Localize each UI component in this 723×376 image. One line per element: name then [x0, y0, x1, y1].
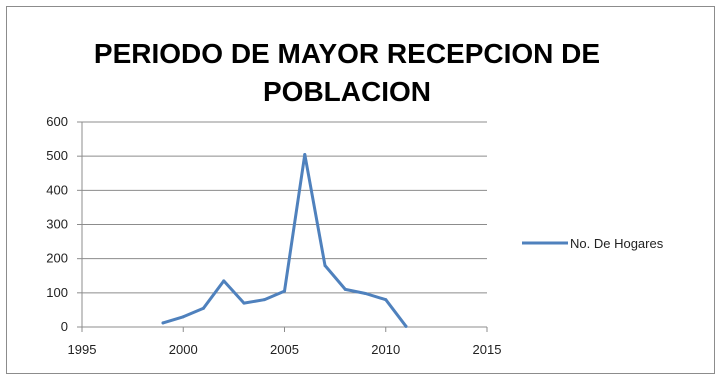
data-point-0-5: [262, 298, 266, 302]
x-tick-label-2015: 2015: [473, 342, 502, 357]
y-tick-label-300: 300: [46, 217, 68, 232]
data-point-0-11: [384, 298, 388, 302]
data-point-0-2: [202, 306, 205, 310]
y-tick-label-0: 0: [61, 319, 68, 334]
y-tick-label-500: 500: [46, 148, 68, 163]
data-point-0-0: [161, 321, 165, 325]
x-tick-label-1995: 1995: [68, 342, 97, 357]
data-point-0-7: [303, 152, 307, 156]
data-point-0-3: [222, 279, 226, 283]
data-point-0-6: [283, 289, 286, 293]
chart-title: PERIODO DE MAYOR RECEPCION DE POBLACION: [93, 38, 601, 107]
data-point-0-8: [323, 264, 327, 267]
data-point-0-4: [242, 301, 246, 305]
y-tick-label-400: 400: [46, 182, 68, 197]
data-point-0-9: [343, 287, 347, 291]
y-tick-label-100: 100: [46, 285, 68, 300]
series-line-0: [161, 153, 408, 328]
data-point-0-12: [404, 324, 408, 328]
y-tick-label-200: 200: [46, 251, 68, 266]
data-point-0-1: [181, 315, 185, 319]
y-tick-label-600: 600: [46, 114, 68, 129]
legend-label-0: No. De Hogares: [570, 236, 664, 251]
x-tick-label-2010: 2010: [371, 342, 400, 357]
x-tick-label-2000: 2000: [169, 342, 198, 357]
x-tick-label-2005: 2005: [270, 342, 299, 357]
data-point-0-10: [364, 292, 367, 296]
